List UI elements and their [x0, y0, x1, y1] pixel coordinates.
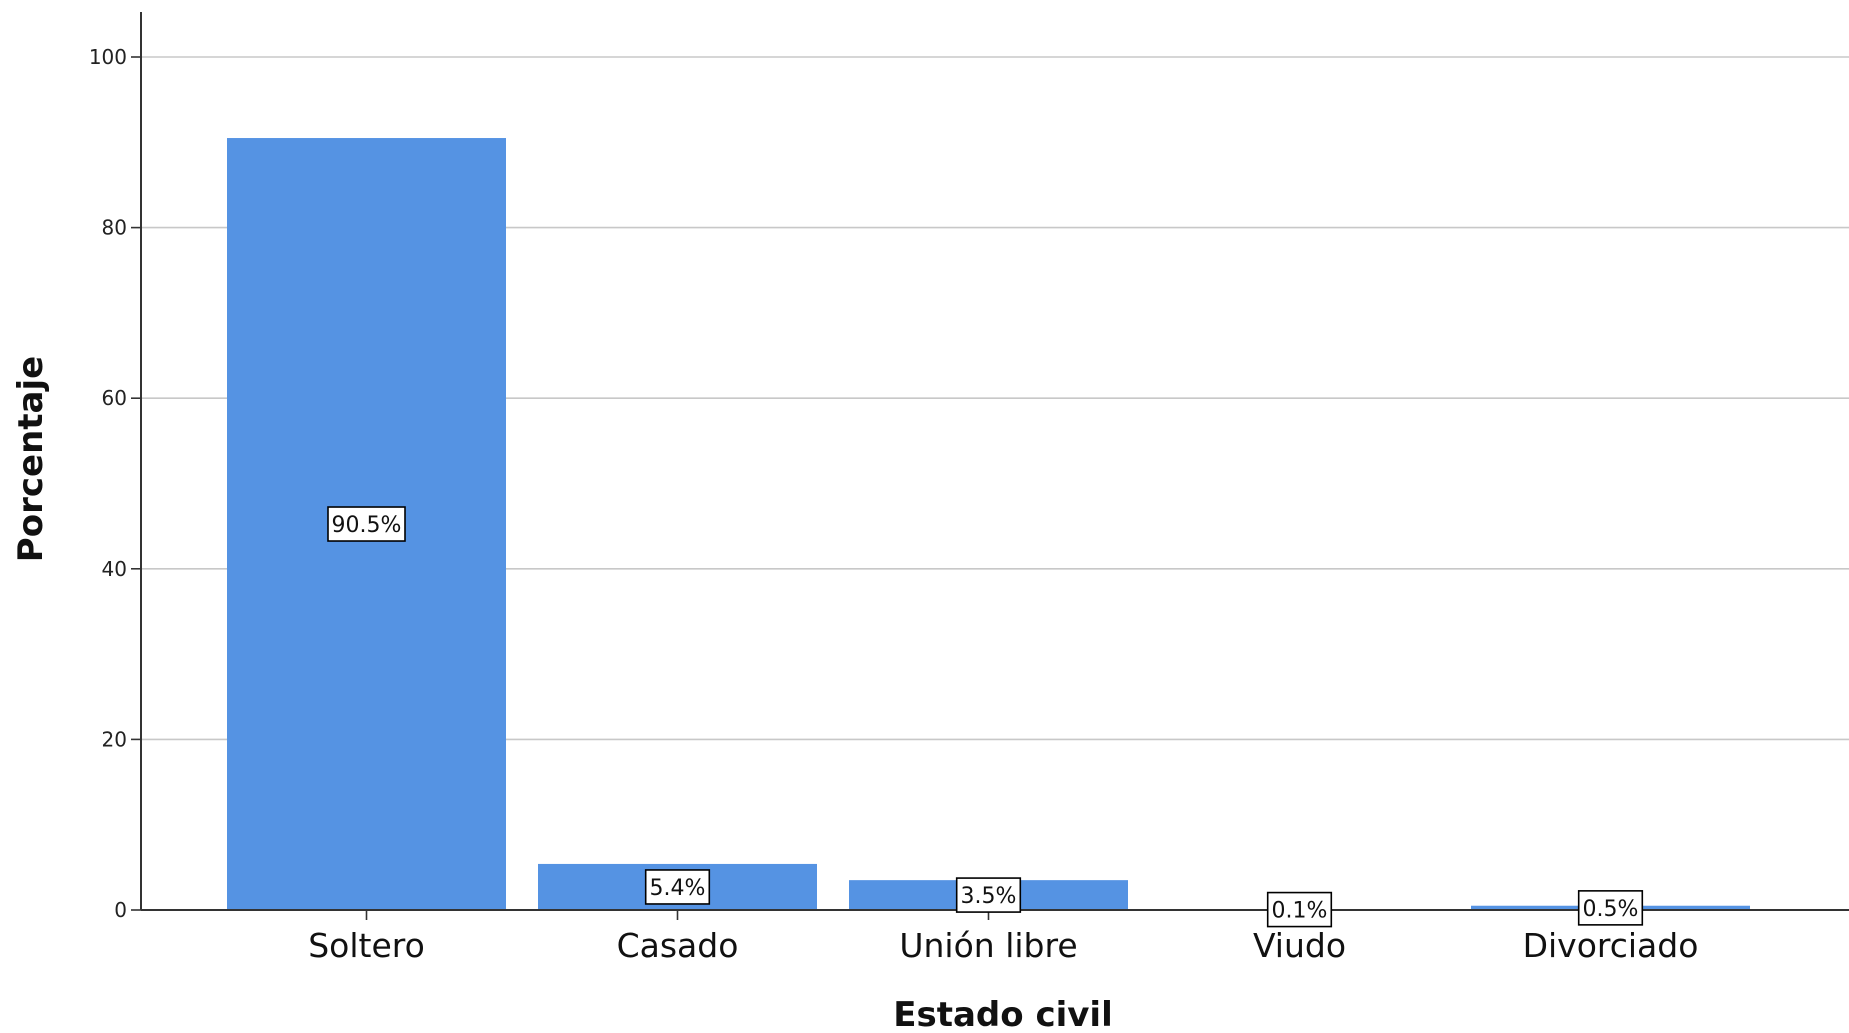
- x-tick-label: Viudo: [1253, 926, 1346, 965]
- y-axis-title: Porcentaje: [11, 356, 51, 562]
- x-axis-title: Estado civil: [893, 995, 1112, 1033]
- y-tick-label: 0: [114, 898, 127, 922]
- x-tick-label: Casado: [617, 926, 739, 965]
- data-label: 5.4%: [644, 869, 711, 905]
- y-tick-label: 20: [102, 727, 127, 751]
- data-label-box: [1577, 890, 1644, 926]
- x-tick-label: Unión libre: [899, 926, 1077, 965]
- bars: [227, 138, 1750, 910]
- data-label: 90.5%: [327, 506, 406, 542]
- data-label-box: [955, 877, 1022, 913]
- x-tick-label: Soltero: [308, 926, 425, 965]
- data-label: 0.1%: [1266, 891, 1333, 928]
- data-label-box: [1266, 891, 1333, 928]
- data-labels: 90.5% 5.4% 3.5% 0.1% 0.5%: [327, 506, 1644, 928]
- data-label: 3.5%: [955, 877, 1022, 913]
- data-label-text: 0.1%: [1272, 899, 1328, 924]
- x-tick-label: Divorciado: [1523, 926, 1699, 965]
- tick-labels: 0 20 40 60 80 100 Soltero Casado Unión libre Viud…: [89, 45, 1699, 965]
- data-label-text: 3.5%: [961, 884, 1017, 909]
- data-label-text: 90.5%: [332, 513, 402, 538]
- data-label-box: [644, 869, 711, 905]
- data-label-text: 5.4%: [650, 876, 706, 901]
- y-tick-label: 100: [89, 45, 127, 69]
- y-tick-label: 60: [102, 386, 127, 410]
- data-label: 0.5%: [1577, 890, 1644, 926]
- data-label-text: 0.5%: [1583, 897, 1639, 922]
- data-label-box: [327, 506, 406, 542]
- y-tick-label: 80: [102, 216, 127, 240]
- y-tick-label: 40: [102, 557, 127, 581]
